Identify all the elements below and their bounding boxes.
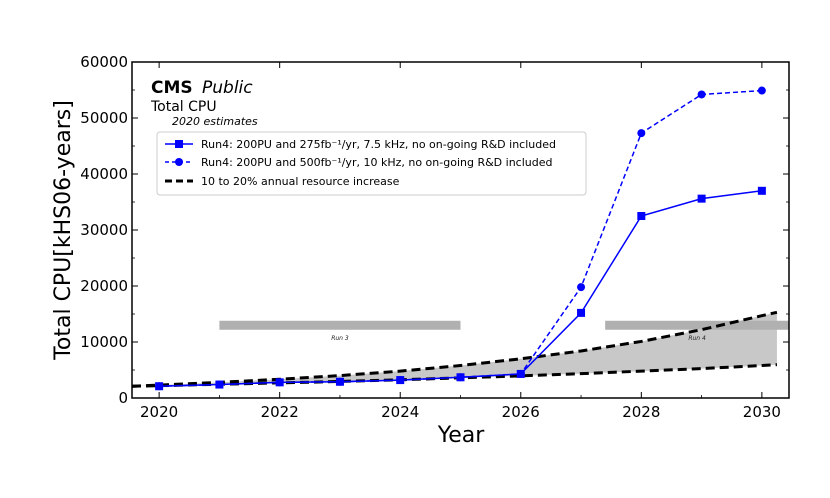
shaded-band-layer	[132, 312, 777, 387]
y-tick-label: 50000	[80, 109, 128, 127]
x-tick-label: 2020	[140, 403, 178, 421]
x-tick-label: 2028	[622, 403, 660, 421]
legend: Run4: 200PU and 275fb⁻¹/yr, 7.5 kHz, no …	[156, 131, 587, 196]
axes-layer: 2020 2022 2024 2026 2028 2030 0 10000 20000 30000…	[80, 53, 790, 421]
series-1-point	[637, 212, 646, 220]
legend-label-series-3: 10 to 20% annual resource increase	[201, 175, 400, 188]
y-tick-label: 0	[118, 389, 128, 407]
series-2-point	[697, 90, 706, 99]
y-tick-label: 10000	[80, 333, 128, 351]
series-1-point	[577, 308, 586, 317]
y-tick-label: 60000	[80, 53, 128, 71]
y-axis-title: Total CPU[kHS06-years]	[51, 100, 76, 361]
series-1-point	[155, 382, 164, 391]
run-period-bar-2	[605, 320, 789, 330]
y-tick-label: 20000	[80, 277, 128, 295]
series-1-point	[215, 380, 224, 389]
series-1-point	[396, 376, 405, 385]
run-period-layer: Run 3 Run 4	[219, 320, 789, 342]
legend-label-series-1: Run4: 200PU and 275fb⁻¹/yr, 7.5 kHz, no …	[201, 138, 556, 151]
x-tick-label: 2030	[743, 403, 781, 421]
run-period-label-1: Run 3	[331, 335, 349, 342]
series-2-point	[577, 283, 586, 292]
legend-frame	[156, 131, 587, 196]
series-1-point	[335, 377, 344, 386]
series-1-point	[516, 369, 525, 378]
series-1-point	[275, 378, 284, 387]
x-tick-label: 2026	[502, 403, 540, 421]
y-tick-label: 30000	[80, 221, 128, 239]
x-tick-label: 2024	[381, 403, 419, 421]
series-1-point	[697, 194, 706, 203]
legend-entry-series-1: Run4: 200PU and 275fb⁻¹/yr, 7.5 kHz, no …	[165, 138, 556, 151]
brand-qualifier: Public	[202, 78, 253, 98]
resource-increase-band	[132, 312, 777, 387]
legend-entry-series-2: Run4: 200PU and 500fb⁻¹/yr, 10 kHz, no o…	[165, 156, 552, 169]
series-layer	[131, 86, 778, 391]
series-1-point	[456, 373, 465, 382]
series-1-point	[757, 186, 766, 195]
series-2-point	[637, 129, 646, 138]
run-period-bar-1	[219, 320, 461, 330]
x-axis-title: Year	[437, 423, 486, 448]
y-tick-label: 40000	[80, 165, 128, 183]
run-period-label-2: Run 4	[688, 335, 706, 342]
series-2-point	[757, 86, 766, 95]
x-tick-label: 2022	[261, 403, 299, 421]
legend-entry-series-3: 10 to 20% annual resource increase	[165, 175, 400, 188]
legend-marker-series-1	[175, 140, 183, 148]
brand-label: CMS	[151, 78, 193, 98]
chart-subtitle: 2020 estimates	[172, 115, 258, 128]
legend-label-series-2: Run4: 200PU and 500fb⁻¹/yr, 10 kHz, no o…	[201, 156, 552, 169]
legend-marker-series-2	[175, 158, 183, 166]
chart-title: Total CPU	[150, 99, 217, 115]
